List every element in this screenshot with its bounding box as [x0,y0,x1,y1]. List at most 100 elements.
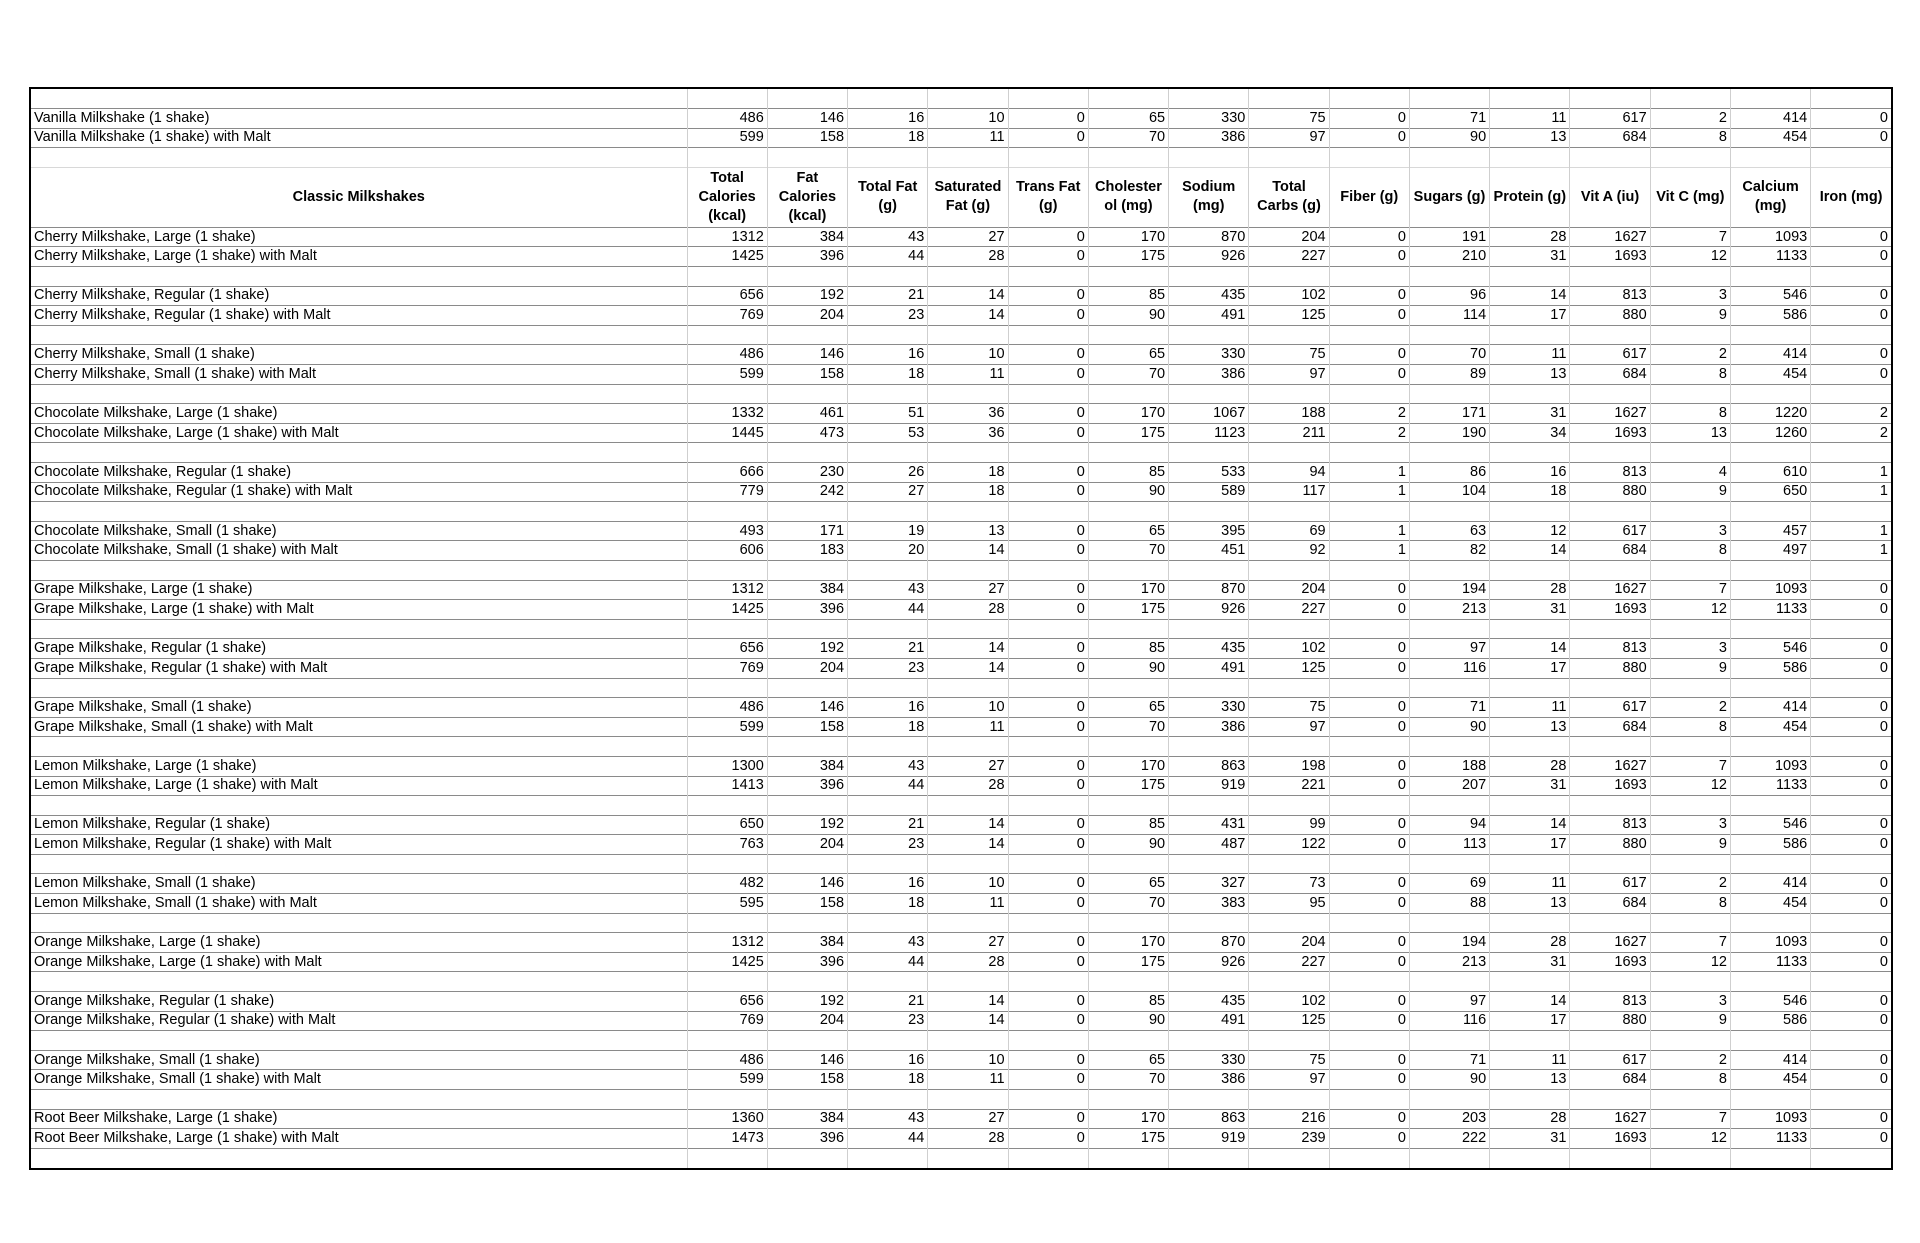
empty-cell [1168,912,1249,933]
item-name-cell: Orange Milkshake, Large (1 shake) with M… [31,951,687,972]
value-cell: 8 [1649,127,1731,148]
value-cell: 461 [766,403,848,424]
value-cell: 8 [1649,364,1731,385]
value-cell: 158 [766,893,848,914]
value-cell: 0 [1810,991,1891,1012]
value-cell: 870 [1168,226,1249,247]
value-cell: 227 [1248,246,1330,267]
empty-cell [766,501,848,522]
value-cell: 13 [1489,1069,1570,1090]
value-cell: 486 [686,108,768,129]
value-cell: 0 [1810,1069,1891,1090]
empty-cell [766,559,848,581]
value-cell: 17 [1489,1010,1570,1031]
value-cell: 1312 [686,579,768,600]
value-cell: 43 [847,932,928,953]
empty-cell [1408,266,1490,287]
value-cell: 242 [766,481,848,502]
value-cell: 546 [1729,814,1811,835]
empty-cell [1328,501,1410,522]
empty-cell [1087,559,1169,581]
value-cell: 104 [1408,481,1490,502]
value-cell: 94 [1248,462,1330,483]
value-cell: 18 [847,716,928,737]
empty-cell [847,912,928,933]
value-cell: 395 [1168,520,1249,541]
value-cell: 0 [1007,540,1089,561]
value-cell: 97 [1248,364,1330,385]
value-cell: 28 [1489,226,1570,247]
value-cell: 813 [1569,991,1651,1012]
value-cell: 194 [1408,579,1490,600]
empty-cell [1328,795,1410,816]
empty-cell [1248,501,1330,522]
empty-cell [1729,383,1811,404]
value-cell: 0 [1007,657,1089,679]
value-cell: 0 [1810,775,1891,796]
value-cell: 487 [1168,834,1249,855]
value-cell: 384 [766,579,848,600]
value-cell: 0 [1328,599,1410,620]
value-cell: 0 [1810,285,1891,306]
value-cell: 85 [1087,462,1169,483]
value-cell: 1693 [1569,1128,1651,1149]
table-row: Grape Milkshake, Small (1 shake) with Ma… [31,716,1891,737]
table-row: Grape Milkshake, Regular (1 shake) 656 192… [31,638,1891,659]
empty-cell [1408,89,1490,109]
empty-cell [1408,1089,1490,1110]
value-cell: 11 [927,364,1009,385]
value-cell: 43 [847,226,928,247]
value-cell: 188 [1408,755,1490,776]
empty-cell [1408,559,1490,581]
value-cell: 16 [847,344,928,365]
empty-cell [766,1089,848,1110]
value-cell: 11 [1489,1049,1570,1070]
empty-cell [1569,383,1651,404]
table-row: Lemon Milkshake, Small (1 shake) with Ma… [31,893,1891,914]
value-cell: 396 [766,246,848,267]
column-header: Fiber (g) [1328,166,1410,228]
value-cell: 599 [686,716,768,737]
empty-cell [1810,677,1891,698]
empty-cell [1649,853,1731,874]
value-cell: 18 [847,127,928,148]
value-cell: 1627 [1569,755,1651,776]
value-cell: 14 [927,285,1009,306]
value-cell: 221 [1248,775,1330,796]
value-cell: 769 [686,305,768,326]
value-cell: 158 [766,716,848,737]
value-cell: 192 [766,991,848,1012]
empty-cell [1649,501,1731,522]
value-cell: 0 [1328,1069,1410,1090]
empty-cell [1649,1147,1731,1168]
value-cell: 919 [1168,1128,1249,1149]
empty-cell [1168,266,1249,287]
empty-cell [1489,442,1570,463]
empty-cell [766,266,848,287]
empty-cell [1649,383,1731,404]
empty-cell [31,147,687,168]
item-name-cell: Vanilla Milkshake (1 shake) with Malt [31,127,687,148]
value-cell: 192 [766,285,848,306]
empty-cell [1569,1089,1651,1110]
value-cell: 0 [1007,403,1089,424]
empty-cell [1328,1030,1410,1051]
empty-cell [1810,912,1891,933]
value-cell: 454 [1729,716,1811,737]
value-cell: 589 [1168,481,1249,502]
value-cell: 99 [1248,814,1330,835]
value-cell: 31 [1489,1128,1570,1149]
empty-cell [927,383,1009,404]
value-cell: 36 [927,422,1009,443]
table-row: Lemon Milkshake, Large (1 shake) 1300 384 4… [31,755,1891,776]
value-cell: 8 [1649,540,1731,561]
empty-cell [1489,383,1570,404]
empty-cell [1810,383,1891,404]
value-cell: 1 [1328,462,1410,483]
value-cell: 85 [1087,991,1169,1012]
value-cell: 11 [927,716,1009,737]
value-cell: 0 [1328,657,1410,679]
value-cell: 90 [1087,657,1169,679]
value-cell: 116 [1408,657,1490,679]
value-cell: 599 [686,364,768,385]
